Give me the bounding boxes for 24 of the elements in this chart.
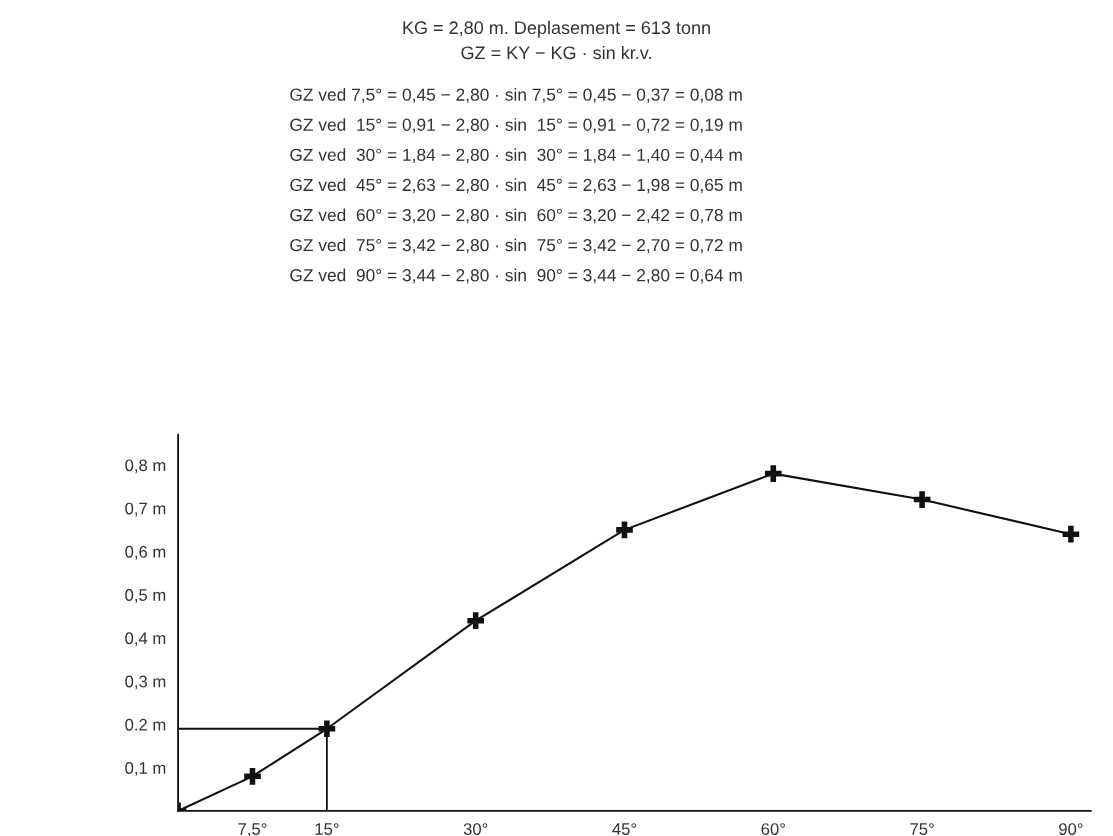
text: GZ ved 90° = 3,44 − 2,80 · sin 90° = 3,44 − 2,80 = 0,64 m bbox=[290, 268, 742, 284]
y-tick-label: 0,4 m bbox=[125, 632, 166, 647]
chart-subtitle: GZ = KY − KG · sin kr.v. bbox=[461, 45, 651, 60]
x-tick-label: 75° bbox=[910, 823, 934, 835]
x-tick-label: 45° bbox=[612, 823, 637, 835]
x-tick-label: 15° bbox=[315, 823, 339, 835]
y-tick-label: 0.2 m bbox=[125, 718, 166, 731]
y-tick-label: 0,5 m bbox=[125, 589, 166, 603]
y-tick-label: 0,8 m bbox=[125, 459, 166, 474]
x-tick-label: 60° bbox=[761, 823, 785, 835]
x-tick-label: 30° bbox=[463, 823, 488, 835]
text: GZ ved 15° = 0,91 − 2,80 · sin 15° = 0,91 − 0,72 = 0,19 m bbox=[290, 118, 742, 133]
text: GZ ved 60° = 3,20 − 2,80 · sin 60° = 3,20 − 2,42 = 0,78 m bbox=[290, 208, 742, 224]
x-tick-label: 7,5° bbox=[238, 823, 267, 836]
text: GZ ved 30° = 1,84 − 2,80 · sin 30° = 1,84 − 1,40 = 0,44 m bbox=[290, 148, 742, 164]
text: GZ ved 7,5° = 0,45 − 2,80 · sin 7,5° = 0,45 − 0,37 = 0,08 m bbox=[290, 88, 742, 103]
y-tick-label: 0,1 m bbox=[125, 762, 166, 776]
chart-title: KG = 2,80 m. Deplasement = 613 tonn bbox=[403, 20, 710, 38]
x-tick-label: 90° bbox=[1059, 823, 1083, 835]
y-tick-label: 0,6 m bbox=[125, 545, 166, 560]
text: GZ ved 45° = 2,63 − 2,80 · sin 45° = 2,63 − 1,98 = 0,65 m bbox=[290, 178, 742, 194]
y-tick-label: 0,7 m bbox=[125, 502, 166, 517]
text: GZ ved 75° = 3,42 − 2,80 · sin 75° = 3,42 − 2,70 = 0,72 m bbox=[290, 238, 742, 254]
y-tick-label: 0,3 m bbox=[125, 675, 166, 690]
